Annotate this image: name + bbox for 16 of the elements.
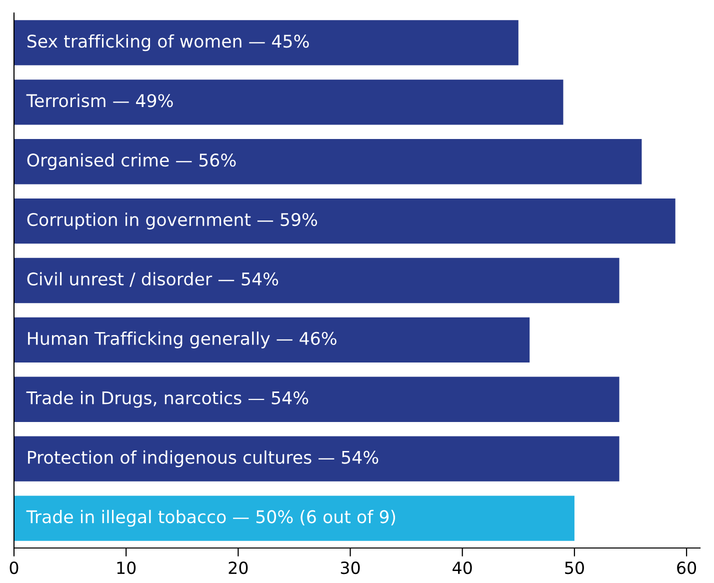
x-tick-label: 30 (340, 561, 360, 574)
y-tick-label: Civil unrest / disorder — 54% (27, 272, 278, 287)
y-tick-label: Sex trafficking of women — 45% (27, 34, 309, 52)
y-tick-label: Organised crime — 56% (27, 153, 236, 170)
x-tick-label: 0 (10, 561, 18, 574)
y-tick-label: Trade in illegal tobacco — 50% (6 out of 9) (26, 510, 396, 527)
x-tick-label: 10 (117, 561, 136, 574)
x-tick-label: 20 (228, 561, 248, 574)
y-tick-label: Terrorism — 49% (26, 94, 173, 108)
x-tick-label: 60 (677, 561, 696, 574)
x-tick-label: 40 (452, 561, 472, 574)
y-tick-label: Trade in Drugs, narcotics — 54% (26, 390, 308, 408)
y-tick-label: Protection of indigenous cultures — 54% (28, 450, 378, 468)
x-tick-label: 50 (565, 561, 584, 574)
y-tick-label: Corruption in government — 59% (27, 212, 318, 230)
y-tick-label: Human Trafficking generally — 46% (28, 332, 336, 348)
